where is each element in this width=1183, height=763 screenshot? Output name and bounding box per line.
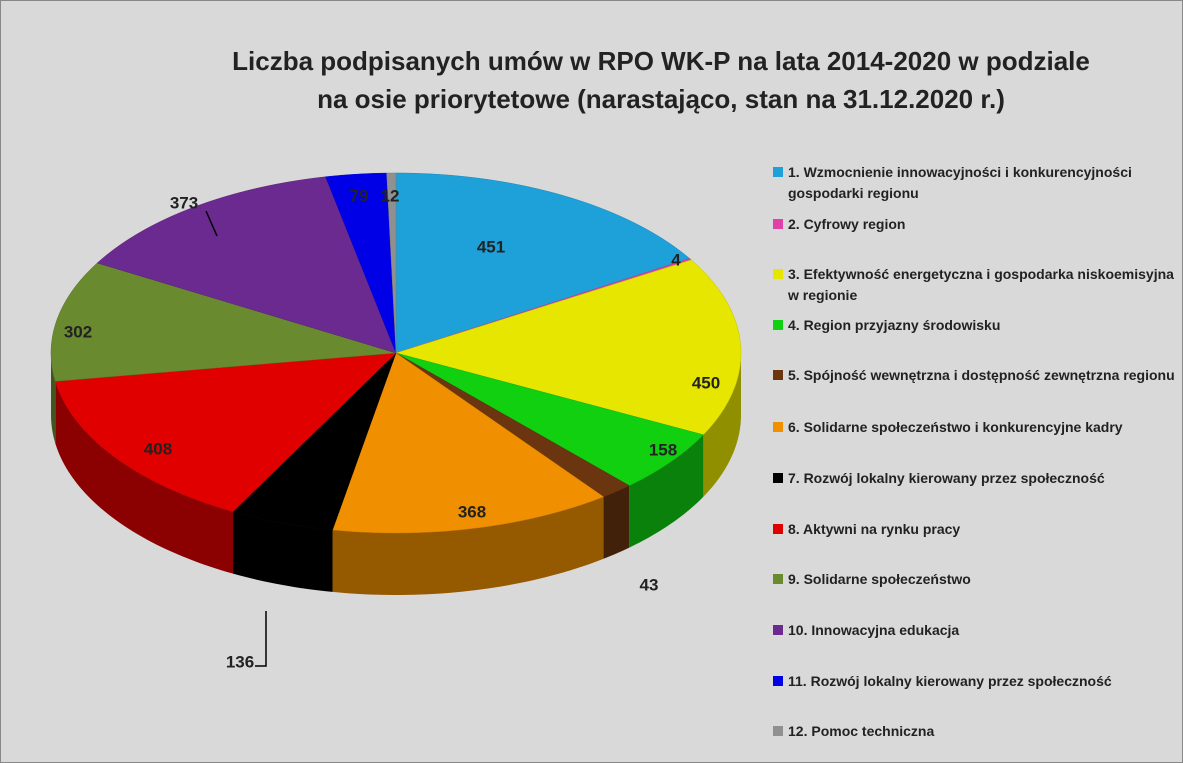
pie [50, 172, 742, 595]
legend-label: 5. Spójność wewnętrzna i dostępność zewn… [788, 367, 1175, 383]
pie-slice [50, 262, 397, 382]
legend-label: 9. Solidarne społeczeństwo [788, 571, 971, 587]
legend-swatch [773, 422, 783, 432]
leader-line [255, 611, 267, 667]
legend-swatch [773, 625, 783, 635]
legend-swatch [773, 167, 783, 177]
data-label: 136 [226, 652, 254, 671]
pie-side [629, 434, 704, 548]
legend-label: 3. Efektywność energetyczna i gospodarka… [788, 266, 1174, 303]
data-label: 79 [350, 186, 369, 205]
pie-side [55, 381, 234, 574]
chart-title: na osie priorytetowe (narastająco, stan … [317, 84, 1005, 114]
data-label: 12 [381, 186, 400, 205]
data-label: 450 [692, 373, 720, 392]
pie-side [233, 511, 333, 592]
legend-label: 6. Solidarne społeczeństwo i konkurencyj… [788, 419, 1123, 435]
pie-slice [96, 176, 397, 354]
legend-label: 8. Aktywni na rynku pracy [788, 521, 961, 537]
legend-swatch [773, 676, 783, 686]
data-label: 368 [458, 502, 486, 521]
pie-slice [395, 352, 704, 486]
legend-swatch [773, 320, 783, 330]
pie-slice [386, 172, 397, 354]
leader-line [205, 210, 218, 237]
data-label: 373 [170, 193, 198, 212]
legend-label: 10. Innowacyjna edukacja [788, 622, 960, 638]
chart-title: Liczba podpisanych umów w RPO WK-P na la… [232, 46, 1090, 76]
legend-swatch [773, 269, 783, 279]
pie-slice [395, 259, 742, 436]
pie-slice [395, 172, 691, 354]
data-label: 43 [640, 575, 659, 594]
legend-label: 4. Region przyjazny środowisku [788, 317, 1001, 333]
pie-side [703, 353, 741, 497]
data-label: 158 [649, 440, 677, 459]
pie-slice [395, 352, 630, 498]
legend-swatch [773, 726, 783, 736]
pie-side [332, 496, 604, 595]
pie-slice [332, 352, 605, 534]
data-label: 451 [477, 237, 505, 256]
pie-slice [325, 172, 397, 354]
legend-swatch [773, 370, 783, 380]
legend-swatch [773, 574, 783, 584]
legend-swatch [773, 524, 783, 534]
legend-label: 12. Pomoc techniczna [788, 723, 935, 739]
legend-swatch [773, 219, 783, 229]
legend-label: 11. Rozwój lokalny kierowany przez społe… [788, 673, 1112, 689]
data-label: 4 [671, 250, 681, 269]
pie-slice [54, 352, 397, 512]
pie-slice [232, 352, 397, 531]
legend-label: 7. Rozwój lokalny kierowany przez społec… [788, 470, 1105, 486]
pie-side [51, 353, 56, 444]
legend-swatch [773, 473, 783, 483]
data-label: 302 [64, 322, 92, 341]
pie-side [603, 485, 630, 559]
legend-label: 2. Cyfrowy region [788, 216, 906, 232]
data-label: 408 [144, 439, 172, 458]
legend-label: 1. Wzmocnienie innowacyjności i konkuren… [788, 164, 1132, 201]
